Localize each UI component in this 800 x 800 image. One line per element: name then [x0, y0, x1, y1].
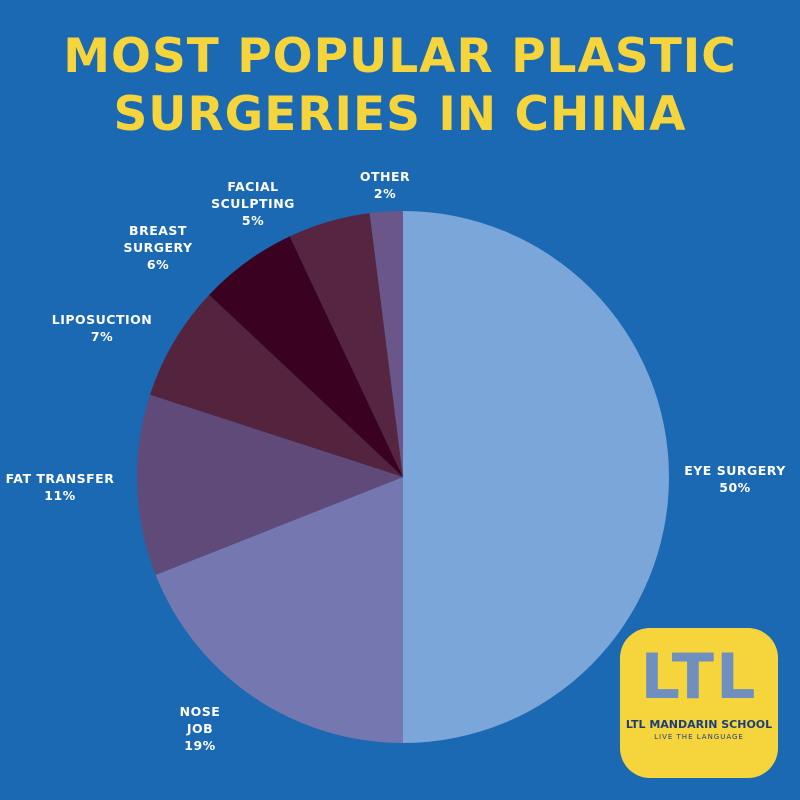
value-label: 19% [184, 738, 216, 753]
logo-tagline: LIVE THE LANGUAGE [654, 733, 744, 741]
pie-slice [150, 294, 403, 477]
value-label: 11% [44, 488, 76, 503]
value-label: 5% [241, 213, 265, 228]
category-label: OTHER [359, 169, 411, 184]
slice-label: FAT TRANSFER 11% [0, 470, 120, 504]
pie-slice [369, 211, 403, 477]
category-label: EYE SURGERY [684, 463, 786, 478]
value-label: 2% [373, 186, 397, 201]
category-label: BREAST SURGERY [123, 223, 193, 255]
slice-label: LIPOSUCTION 7% [42, 311, 162, 345]
value-label: 7% [90, 329, 114, 344]
value-label: 50% [719, 480, 751, 495]
pie-slice [289, 213, 403, 478]
pie-slice [155, 477, 403, 743]
category-label: LIPOSUCTION [51, 312, 153, 327]
category-label: FAT TRANSFER [5, 471, 115, 486]
value-label: 6% [146, 257, 170, 272]
slice-label: EYE SURGERY 50% [675, 462, 795, 496]
category-label: NOSE JOB [179, 704, 221, 736]
pie-slice [136, 394, 403, 575]
slice-label: BREAST SURGERY 6% [122, 222, 194, 273]
logo-mark: LTL [640, 640, 758, 713]
chart-title: MOST POPULAR PLASTIC SURGERIES IN CHINA [63, 29, 737, 142]
slice-label: OTHER 2% [355, 168, 415, 202]
pie-slice [403, 211, 669, 743]
slice-label: FACIAL SCULPTING 5% [208, 178, 298, 229]
logo-name: LTL MANDARIN SCHOOL [625, 718, 773, 731]
logo: LTL LTL MANDARIN SCHOOL LIVE THE LANGUAG… [620, 628, 778, 778]
category-label: FACIAL SCULPTING [211, 179, 295, 211]
pie-slice [209, 236, 403, 477]
slice-label: NOSE JOB 19% [178, 703, 222, 754]
